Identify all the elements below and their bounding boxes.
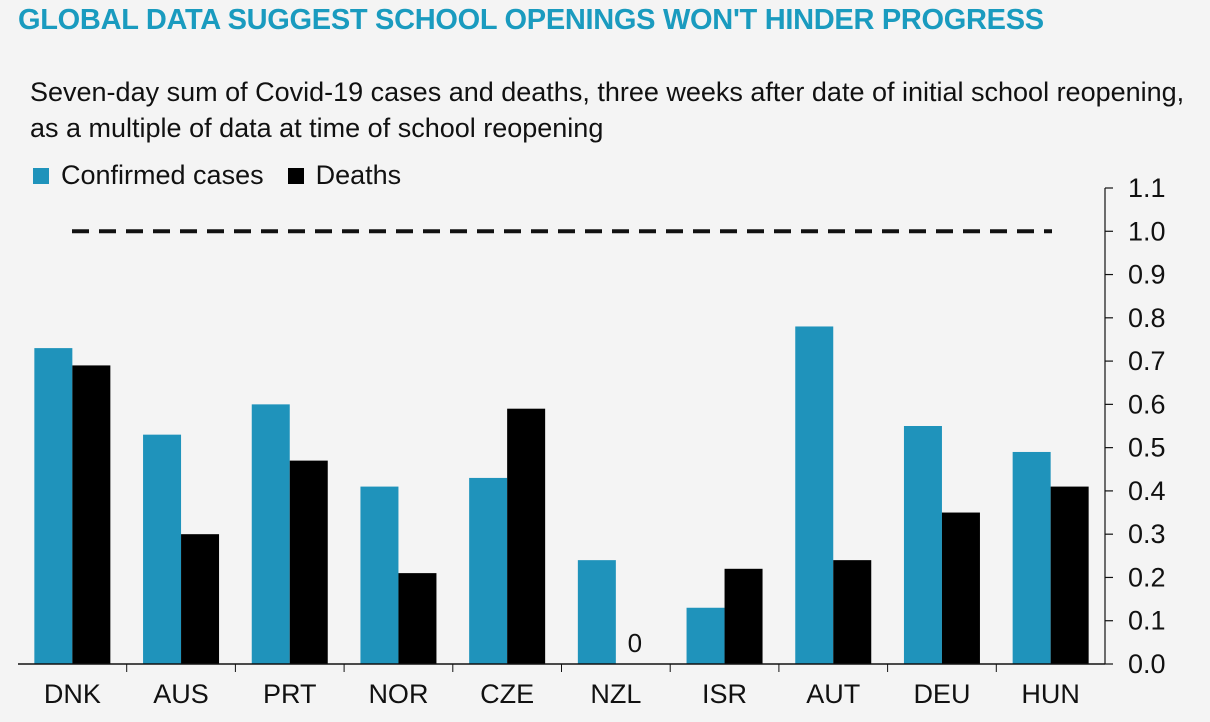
bar-deaths-aut	[833, 560, 872, 664]
bar-deaths-nor	[398, 573, 437, 664]
legend: Confirmed cases Deaths	[33, 160, 425, 191]
bar-cases-cze	[469, 477, 508, 664]
y-tick-label: 0.7	[1128, 346, 1166, 376]
y-tick-label: 0.8	[1128, 303, 1166, 333]
y-tick-label: 0.9	[1128, 260, 1166, 290]
x-tick-label: HUN	[1021, 679, 1080, 709]
x-tick-label: AUT	[806, 679, 860, 709]
x-tick-label: NZL	[590, 679, 641, 709]
x-tick-label: CZE	[480, 679, 534, 709]
bar-deaths-aus	[181, 534, 220, 664]
y-tick-label: 0.3	[1128, 519, 1166, 549]
legend-label-deaths: Deaths	[315, 160, 402, 190]
bar-deaths-deu	[941, 512, 980, 664]
legend-item-cases: Confirmed cases	[33, 160, 264, 191]
y-tick-label: 0.2	[1128, 562, 1166, 592]
y-tick-label: 1.0	[1128, 216, 1166, 246]
y-tick-label: 0.5	[1128, 433, 1166, 463]
x-tick-label: AUS	[153, 679, 209, 709]
bar-cases-aus	[143, 434, 182, 664]
x-tick-label: DEU	[913, 679, 970, 709]
legend-swatch-deaths	[287, 167, 304, 184]
bar-cases-deu	[903, 426, 942, 664]
y-tick-label: 0.0	[1128, 649, 1166, 679]
bar-cases-hun	[1012, 451, 1051, 664]
y-tick-label: 0.6	[1128, 389, 1166, 419]
bar-cases-dnk	[34, 348, 73, 664]
y-tick-label: 1.1	[1128, 173, 1166, 203]
legend-swatch-cases	[33, 167, 49, 184]
bar-deaths-dnk	[72, 365, 111, 664]
data-label-annotation: 0	[628, 628, 642, 658]
bar-cases-prt	[251, 404, 290, 664]
bar-cases-aut	[795, 326, 834, 664]
bar-cases-nor	[360, 486, 399, 664]
chart-title: GLOBAL DATA SUGGEST SCHOOL OPENINGS WON'…	[18, 4, 1044, 36]
x-tick-label: NOR	[368, 679, 428, 709]
y-tick-label: 0.4	[1128, 476, 1166, 506]
bar-cases-nzl	[577, 560, 616, 664]
chart-subtitle: Seven-day sum of Covid-19 cases and deat…	[30, 77, 1185, 143]
x-tick-label: DNK	[44, 679, 101, 709]
bar-deaths-cze	[507, 408, 546, 664]
legend-label-cases: Confirmed cases	[61, 160, 264, 190]
y-tick-label: 0.1	[1128, 606, 1166, 636]
x-tick-label: ISR	[702, 679, 747, 709]
bar-deaths-hun	[1050, 486, 1089, 664]
x-tick-label: PRT	[263, 679, 317, 709]
bar-cases-isr	[686, 607, 725, 664]
bar-deaths-prt	[289, 460, 328, 664]
bar-deaths-isr	[724, 568, 763, 664]
legend-item-deaths: Deaths	[287, 160, 402, 191]
